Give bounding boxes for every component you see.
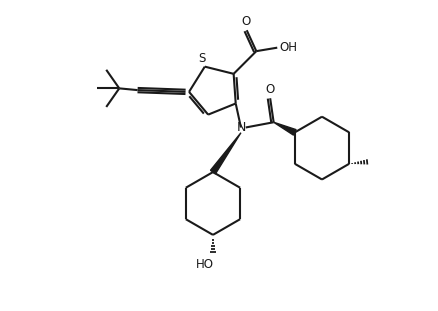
Text: S: S (198, 52, 205, 65)
Text: HO: HO (196, 258, 214, 272)
Polygon shape (273, 122, 296, 135)
Text: O: O (240, 15, 250, 28)
Text: O: O (265, 83, 274, 96)
Text: N: N (236, 121, 245, 134)
Polygon shape (210, 133, 240, 174)
Text: OH: OH (279, 41, 297, 54)
